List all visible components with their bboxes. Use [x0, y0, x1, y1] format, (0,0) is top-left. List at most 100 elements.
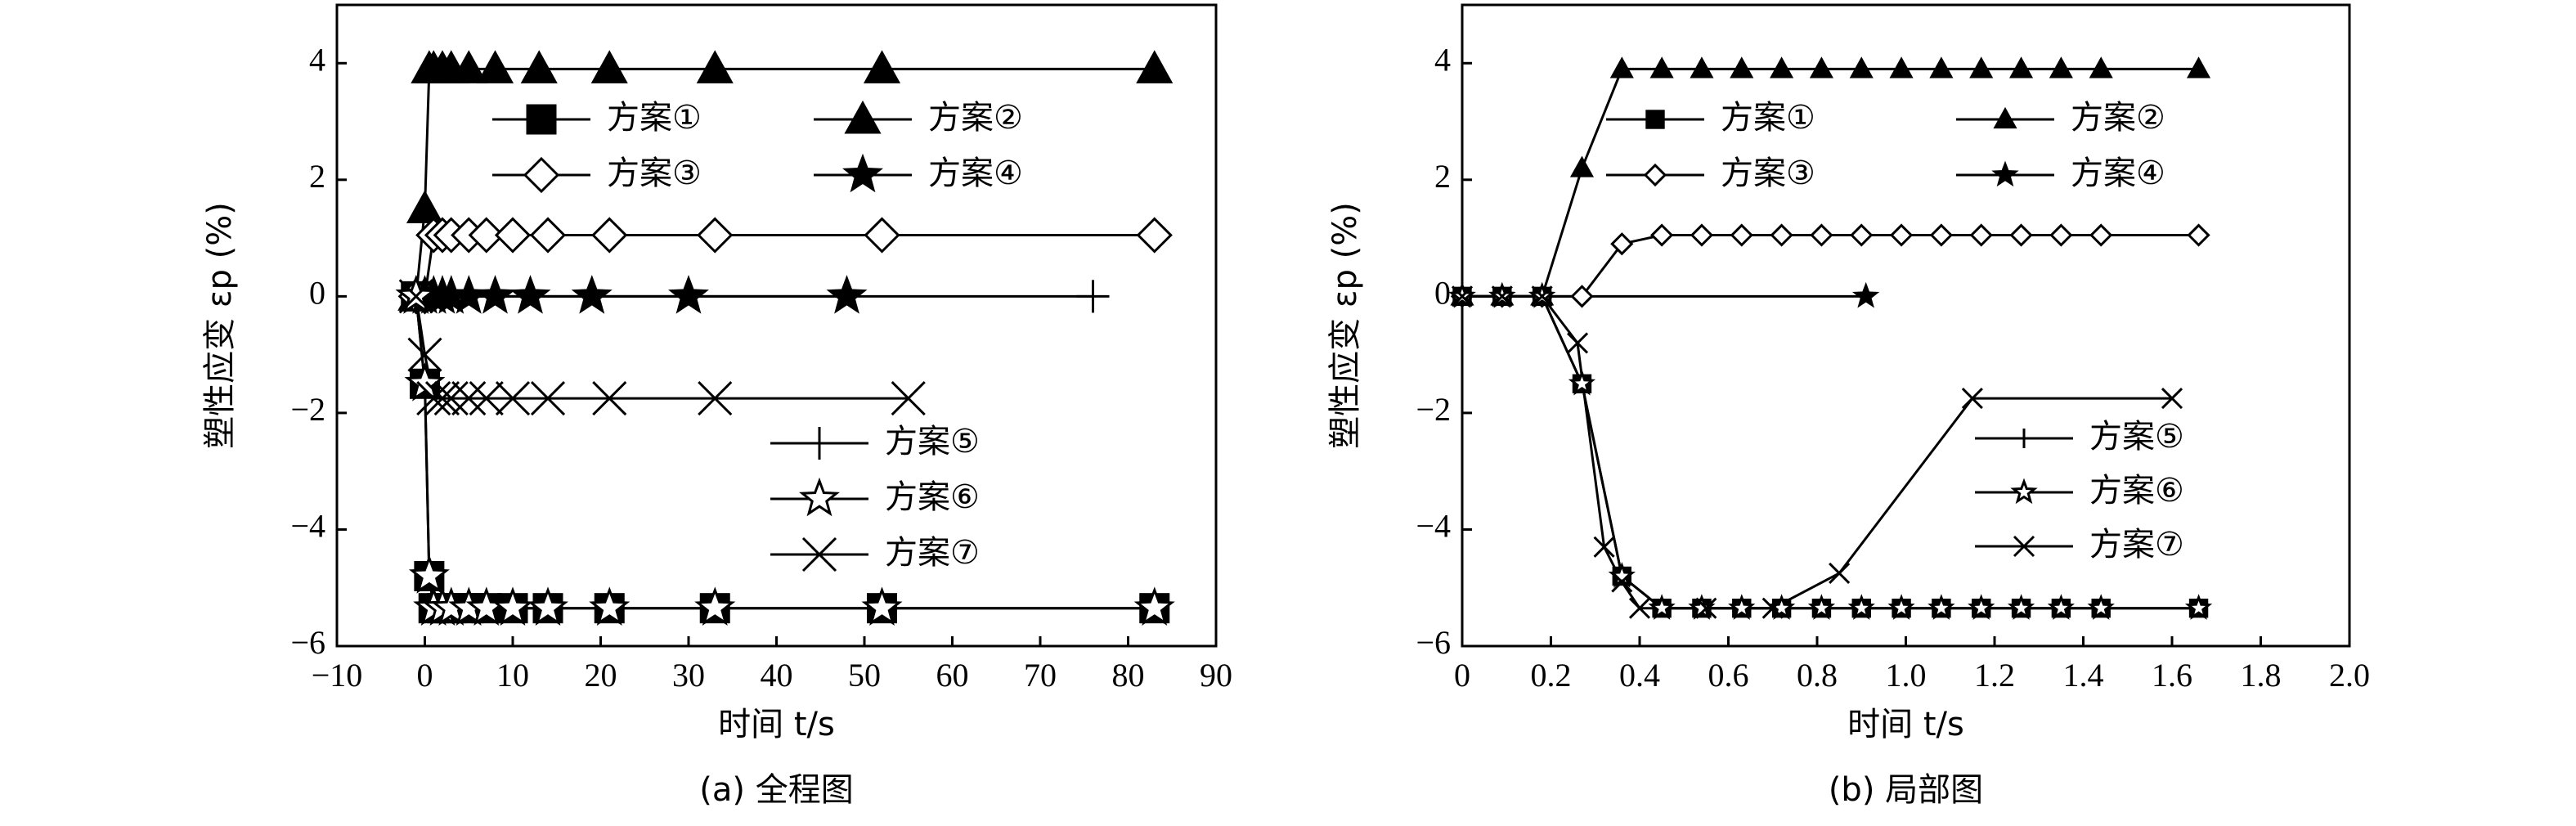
series-line: [415, 296, 1155, 610]
y-tick-label: 4: [1434, 41, 1451, 78]
marker: [1643, 163, 1667, 187]
marker: [1728, 594, 1756, 620]
marker: [1570, 285, 1594, 308]
marker: [589, 586, 631, 626]
marker: [1887, 594, 1915, 620]
marker: [398, 279, 433, 314]
marker: [1852, 281, 1880, 308]
x-tick-label: 20: [585, 657, 617, 694]
marker: [1136, 217, 1173, 254]
marker: [416, 381, 451, 416]
legend-label: 方案③: [607, 155, 702, 192]
marker: [2187, 56, 2211, 79]
y-tick-label: −6: [290, 624, 325, 661]
marker: [1969, 223, 1993, 247]
x-tick-label: 30: [672, 657, 705, 694]
marker: [527, 586, 568, 626]
y-tick-label: 4: [309, 41, 325, 78]
plot-frame: [335, 3, 1218, 648]
caption: (b) 局部图: [1829, 771, 1983, 809]
y-axis-label: 塑性应变 εp (%): [1326, 202, 1364, 449]
y-tick-label: −2: [290, 391, 325, 428]
marker: [1611, 571, 1633, 593]
marker: [1566, 332, 1589, 354]
marker: [469, 381, 504, 416]
marker: [2009, 56, 2034, 79]
marker: [2184, 594, 2213, 620]
marker: [1829, 562, 1851, 584]
marker: [863, 50, 901, 83]
marker: [1136, 50, 1174, 83]
marker: [1929, 56, 1954, 79]
marker: [1889, 223, 1914, 247]
x-axis-label: 时间 t/s: [1847, 706, 1964, 743]
marker: [1889, 56, 1914, 79]
x-tick-label: 50: [848, 657, 881, 694]
marker: [1690, 223, 1714, 247]
marker: [842, 153, 883, 193]
marker: [495, 381, 531, 416]
marker: [1650, 223, 1674, 247]
x-axis-label: 时间 t/s: [718, 706, 835, 743]
marker: [509, 275, 551, 314]
legend-label: 方案⑤: [2089, 418, 2184, 456]
marker: [590, 50, 628, 83]
x-tick-label: 40: [761, 657, 793, 694]
marker: [520, 50, 558, 83]
marker: [1649, 56, 1674, 79]
x-tick-label: 1.0: [1886, 657, 1927, 694]
marker: [844, 100, 882, 134]
marker: [1695, 597, 1717, 619]
marker: [1993, 106, 2017, 129]
legend-label: 方案③: [1721, 155, 1815, 192]
series-line: [1462, 234, 2199, 298]
marker: [468, 217, 505, 254]
y-tick-label: 2: [1434, 158, 1451, 195]
marker: [1690, 56, 1714, 79]
marker: [1730, 56, 1754, 79]
legend-label: 方案④: [928, 155, 1023, 192]
marker: [1568, 369, 1596, 396]
marker: [799, 477, 840, 517]
marker: [1968, 594, 1995, 620]
marker: [529, 217, 567, 254]
legend-label: 方案⑦: [885, 534, 980, 572]
x-tick-label: 0.2: [1531, 657, 1572, 694]
x-tick-label: 0: [417, 657, 433, 694]
marker: [1451, 285, 1474, 308]
marker: [451, 381, 487, 416]
marker: [530, 381, 566, 416]
marker: [891, 381, 926, 416]
marker: [1610, 232, 1634, 256]
marker: [1991, 160, 2019, 187]
marker: [1770, 56, 1794, 79]
marker: [826, 275, 868, 314]
marker: [474, 275, 516, 314]
marker: [1807, 594, 1836, 620]
x-tick-label: −10: [312, 657, 363, 694]
marker: [1531, 285, 1553, 308]
marker: [2009, 223, 2033, 247]
marker: [864, 217, 900, 254]
marker: [698, 381, 733, 416]
marker: [1770, 223, 1793, 247]
marker: [592, 381, 627, 416]
x-tick-label: 2.0: [2329, 657, 2370, 694]
marker: [1969, 56, 1994, 79]
series-line: [1462, 294, 2172, 610]
legend-label: 方案②: [2071, 99, 2165, 137]
legend-label: 方案④: [2071, 155, 2165, 192]
caption: (a) 全程图: [699, 771, 853, 809]
y-tick-label: −2: [1416, 391, 1451, 428]
legend-label: 方案⑥: [885, 478, 980, 516]
series-line: [1462, 294, 2199, 610]
marker: [1491, 285, 1513, 308]
legend-label: 方案⑥: [2089, 472, 2184, 510]
marker: [1809, 56, 1833, 79]
marker: [450, 50, 487, 83]
series-line: [415, 296, 909, 400]
y-tick-label: −4: [290, 508, 325, 545]
x-tick-label: 0.4: [1619, 657, 1660, 694]
marker: [2161, 388, 2183, 410]
marker: [571, 275, 613, 314]
